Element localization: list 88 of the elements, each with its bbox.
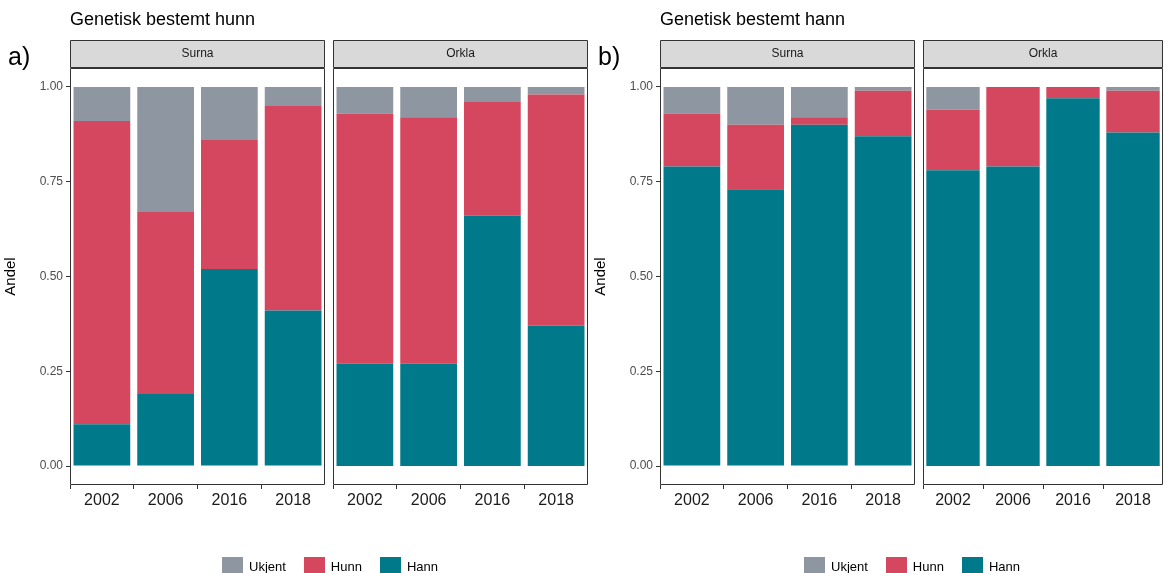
text: b) — [598, 42, 621, 71]
bar — [1046, 86, 1100, 99]
bar — [336, 363, 394, 467]
y-tick-label: 0.00 — [39, 458, 64, 473]
bar — [986, 166, 1040, 467]
bar — [201, 86, 258, 141]
bar — [854, 86, 912, 91]
bar — [926, 86, 980, 110]
y-axis-title: Andel — [1, 257, 19, 296]
bar — [1106, 90, 1160, 133]
y-tick-label: 0.75 — [39, 174, 64, 189]
bar — [137, 212, 194, 395]
text: a) — [8, 42, 31, 71]
chart-title: Genetisk bestemt hann — [660, 9, 846, 30]
x-tick-label: 2002 — [935, 491, 971, 509]
legend-label: Hann — [406, 558, 439, 573]
x-tick-label: 2016 — [474, 491, 511, 509]
x-tick-label: 2018 — [275, 491, 312, 509]
bar — [926, 109, 980, 171]
bar — [727, 124, 784, 190]
bar — [400, 363, 457, 467]
bar — [986, 86, 1040, 167]
bar — [400, 117, 457, 364]
bar — [464, 215, 521, 467]
x-tick-label: 2006 — [410, 491, 447, 509]
legend-label: Ukjent — [248, 558, 286, 573]
bar — [464, 102, 521, 216]
bar — [527, 86, 585, 95]
x-tick-label: 2016 — [211, 491, 248, 509]
legend-label: Hunn — [330, 558, 362, 573]
bar — [264, 310, 322, 466]
bar — [791, 124, 848, 466]
y-tick-label: 0.50 — [629, 268, 654, 283]
x-tick-label: 2016 — [1055, 491, 1091, 509]
legend-label: Hunn — [912, 558, 944, 573]
y-tick-label: 0.75 — [629, 174, 654, 189]
chart-subtitle: Orkla — [1028, 46, 1058, 61]
x-tick-label: 2002 — [84, 491, 120, 509]
bar — [663, 86, 721, 114]
x-tick-label: 2002 — [674, 491, 710, 509]
y-tick-label: 1.00 — [629, 79, 654, 94]
chart-subtitle: Surna — [181, 46, 214, 61]
bar — [264, 105, 322, 311]
bar — [73, 86, 131, 122]
bar — [727, 189, 784, 466]
x-tick-label: 2002 — [347, 491, 383, 509]
x-tick-label: 2018 — [865, 491, 902, 509]
bar — [73, 424, 131, 466]
bar — [201, 140, 258, 269]
legend-label: Hann — [988, 558, 1021, 573]
x-tick-label: 2006 — [737, 491, 774, 509]
y-tick-label: 0.25 — [39, 363, 64, 378]
y-tick-label: 0.00 — [629, 458, 654, 473]
bar — [1046, 98, 1100, 467]
chart-subtitle: Orkla — [446, 46, 476, 61]
bar — [854, 90, 912, 137]
bar — [201, 268, 258, 466]
bar — [791, 117, 848, 125]
y-axis-title: Andel — [591, 257, 609, 296]
chart-subtitle: Surna — [771, 46, 804, 61]
x-tick-label: 2018 — [1115, 491, 1151, 509]
bar — [137, 86, 194, 213]
bar — [336, 113, 394, 364]
x-tick-label: 2018 — [538, 491, 575, 509]
bar — [464, 86, 521, 103]
bar — [854, 136, 912, 466]
bar — [73, 121, 131, 425]
bar — [791, 86, 848, 118]
bar — [1106, 132, 1160, 467]
bar — [663, 166, 721, 466]
bar — [527, 94, 585, 326]
chart-title: Genetisk bestemt hunn — [70, 9, 256, 30]
bar — [400, 86, 457, 118]
bar — [926, 170, 980, 467]
x-tick-label: 2016 — [801, 491, 838, 509]
x-tick-label: 2006 — [147, 491, 184, 509]
bar — [1106, 86, 1160, 91]
legend-label: Ukjent — [830, 558, 868, 573]
bar — [336, 86, 394, 114]
bar — [663, 113, 721, 167]
y-tick-label: 0.50 — [39, 268, 64, 283]
bar — [527, 325, 585, 467]
y-tick-label: 1.00 — [39, 79, 64, 94]
bar — [727, 86, 784, 125]
bar — [137, 394, 194, 466]
y-tick-label: 0.25 — [629, 363, 654, 378]
x-tick-label: 2006 — [995, 491, 1031, 509]
bar — [264, 86, 322, 106]
